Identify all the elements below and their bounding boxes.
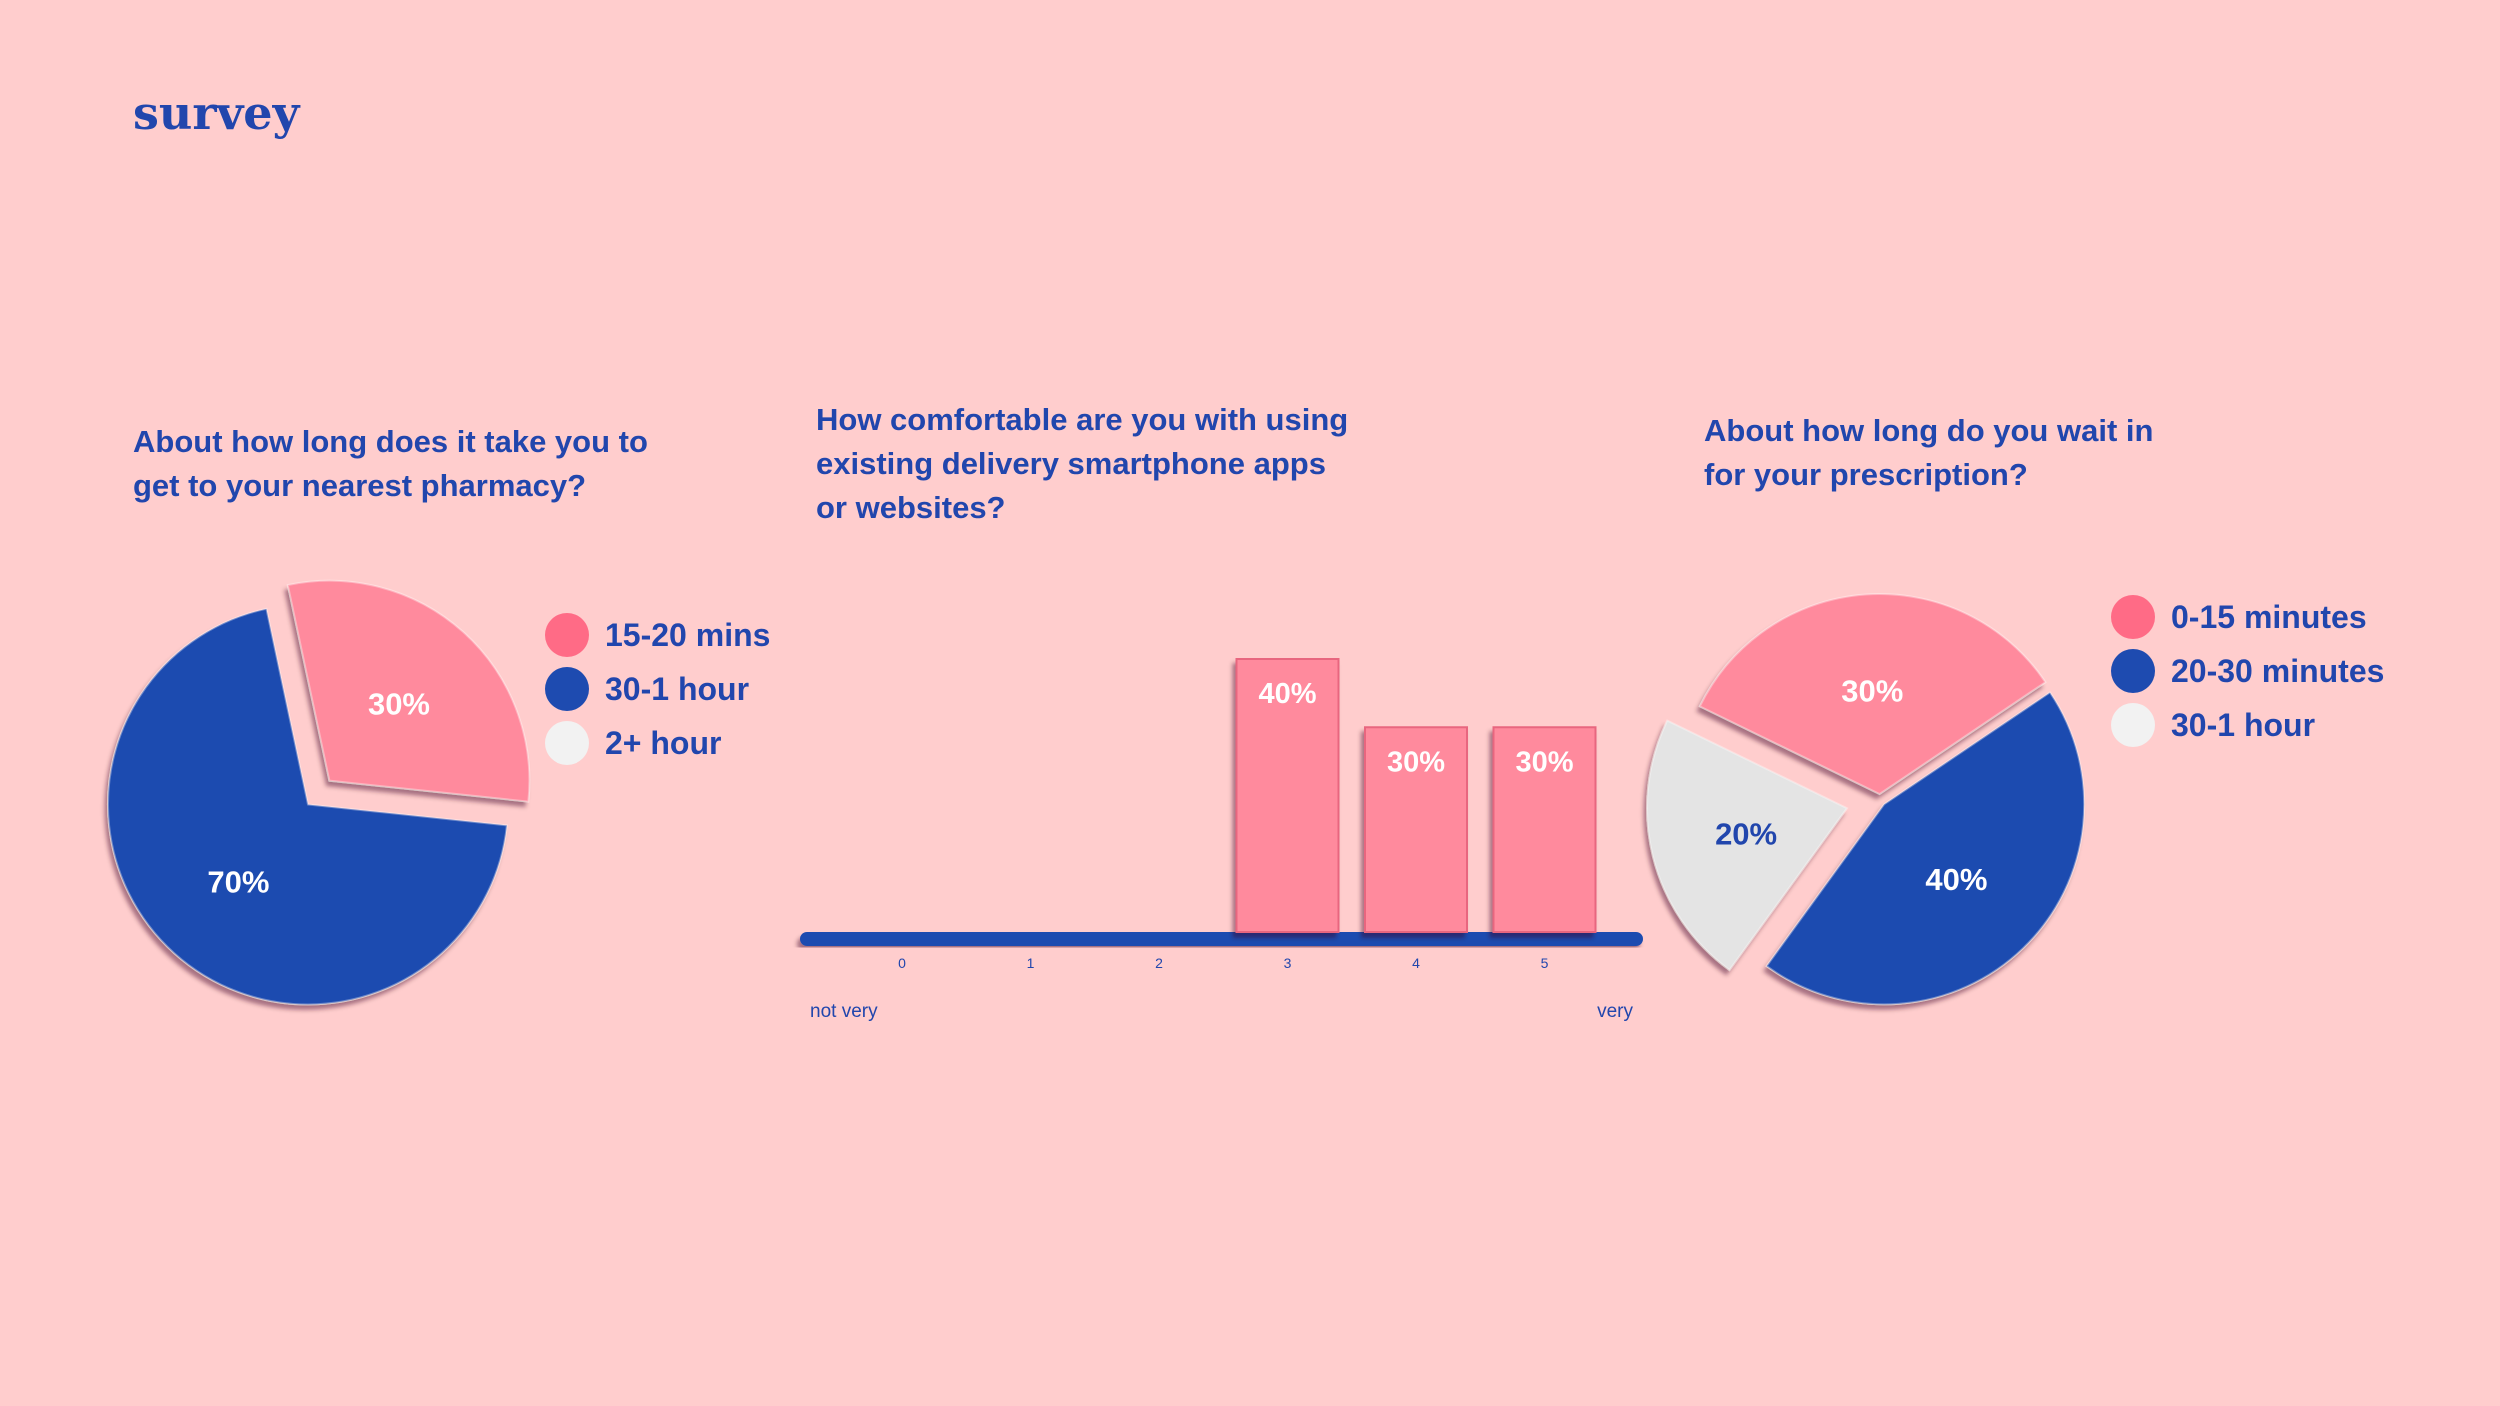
legend-item: 2+ hour <box>545 716 770 770</box>
legend-item: 0-15 minutes <box>2111 590 2384 644</box>
legend-item: 30-1 hour <box>545 662 770 716</box>
x-tick-label: 0 <box>898 955 906 971</box>
pie-slice <box>1698 593 2047 796</box>
legend-label: 0-15 minutes <box>2171 598 2367 635</box>
legend-swatch <box>545 667 589 711</box>
legend-item: 15-20 mins <box>545 608 770 662</box>
x-tick-label: 3 <box>1284 955 1292 971</box>
x-tick-label: 2 <box>1155 955 1163 971</box>
x-tick-label: 1 <box>1027 955 1035 971</box>
legend-label: 30-1 hour <box>2171 706 2316 743</box>
bar <box>1364 726 1468 933</box>
bar-data-label: 40% <box>1258 678 1316 710</box>
pie-slice-label: 40% <box>1925 862 1987 897</box>
question-line: or websites? <box>816 490 1006 525</box>
x-tick-label: 5 <box>1541 955 1549 971</box>
legend-prescription-wait: 0-15 minutes 20-30 minutes 30-1 hour <box>2111 590 2384 752</box>
pie-slice-label: 30% <box>368 686 430 721</box>
question-line: How comfortable are you with using <box>816 402 1349 437</box>
pie-slice <box>1765 691 2086 1006</box>
question-line: existing delivery smartphone apps <box>816 446 1326 481</box>
pie-chart-prescription-wait: 30% 40% 20% <box>1646 593 2086 1006</box>
legend-pharmacy-travel: 15-20 mins 30-1 hour 2+ hour <box>545 608 770 770</box>
legend-swatch <box>545 721 589 765</box>
question-line: About how long does it take you to <box>133 424 648 459</box>
legend-swatch <box>545 613 589 657</box>
page-title: survey <box>133 86 300 140</box>
pie-slice <box>107 607 508 1006</box>
legend-label: 15-20 mins <box>605 616 771 653</box>
legend-item: 30-1 hour <box>2111 698 2384 752</box>
legend-item: 20-30 minutes <box>2111 644 2384 698</box>
question-line: About how long do you wait in <box>1704 413 2154 448</box>
legend-label: 30-1 hour <box>605 670 750 707</box>
bar-data-label: 30% <box>1387 746 1445 778</box>
legend-swatch <box>2111 649 2155 693</box>
legend-swatch <box>2111 595 2155 639</box>
pie-slice <box>286 579 531 803</box>
pie-slice-label: 20% <box>1715 816 1777 851</box>
legend-swatch <box>2111 703 2155 747</box>
question-prescription-wait: About how long do you wait in for your p… <box>1704 409 2264 497</box>
pie-slice-label: 30% <box>1841 673 1903 708</box>
bar-axis <box>800 932 1643 946</box>
scale-max-label: very <box>1597 1001 1633 1022</box>
pie-slice-label: 70% <box>207 865 269 900</box>
bar-data-label: 30% <box>1515 746 1573 778</box>
question-app-comfort: How comfortable are you with using exist… <box>816 398 1376 530</box>
bar <box>1492 726 1597 933</box>
question-line: get to your nearest pharmacy? <box>133 468 587 503</box>
x-tick-label: 4 <box>1412 955 1420 971</box>
question-pharmacy-travel: About how long does it take you to get t… <box>133 420 693 508</box>
scale-min-label: not very <box>810 1001 878 1022</box>
question-line: for your prescription? <box>1704 457 2028 492</box>
pie-slice <box>1646 719 1849 972</box>
bar <box>1235 658 1340 933</box>
bar-chart-app-comfort: 0 1 2 40% 3 30% 4 30% 5 not very very <box>800 658 1643 1022</box>
legend-label: 2+ hour <box>605 724 722 761</box>
legend-label: 20-30 minutes <box>2171 652 2385 689</box>
pie-chart-pharmacy-travel: 30% 70% <box>107 579 531 1006</box>
